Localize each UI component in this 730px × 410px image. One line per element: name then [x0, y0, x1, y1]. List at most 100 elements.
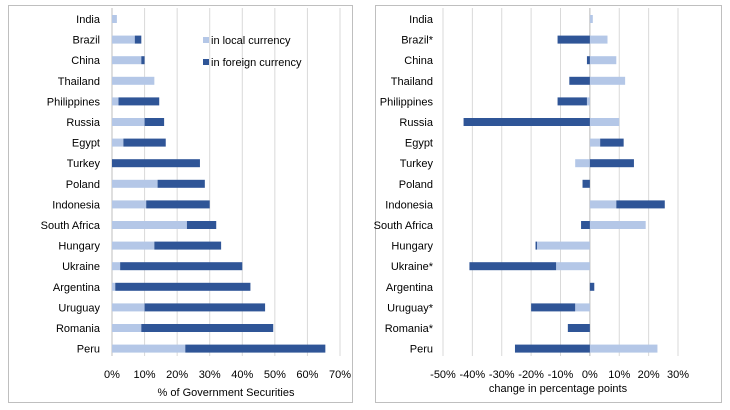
- category-label: Turkey: [400, 158, 434, 170]
- category-label: Brazil*: [401, 35, 434, 47]
- bar-foreign-currency: [567, 324, 590, 332]
- legend-label-foreign: in foreign currency: [211, 57, 302, 69]
- bar-foreign-currency: [185, 344, 326, 353]
- category-label: Hungary: [58, 241, 100, 253]
- bar-foreign-currency: [134, 35, 142, 44]
- bar-foreign-currency: [589, 282, 595, 291]
- bar-local-currency: [112, 262, 121, 271]
- category-label: Poland: [399, 179, 433, 191]
- category-label: Russia: [399, 117, 434, 129]
- category-label: Argentina: [53, 282, 101, 294]
- bar-local-currency: [112, 35, 135, 44]
- x-tick-label: 10%: [134, 369, 156, 381]
- category-label: Ukraine: [62, 261, 100, 273]
- x-tick-label: 20%: [638, 369, 660, 381]
- bar-local-currency: [112, 324, 142, 332]
- bar-local-currency: [112, 200, 147, 209]
- legend-swatch-foreign: [203, 59, 209, 65]
- category-label: Romania*: [385, 323, 434, 335]
- bar-foreign-currency: [144, 118, 165, 126]
- x-tick-label: 40%: [231, 369, 253, 381]
- bar-local-currency: [589, 15, 593, 23]
- category-label: Hungary: [391, 241, 433, 253]
- bar-foreign-currency: [557, 35, 590, 44]
- bar-foreign-currency: [514, 344, 590, 353]
- category-label: India: [409, 14, 434, 26]
- bar-foreign-currency: [463, 118, 590, 126]
- bar-local-currency: [537, 241, 590, 250]
- x-tick-label: 0%: [582, 369, 598, 381]
- x-tick-label: 0%: [104, 369, 120, 381]
- bar-local-currency: [556, 262, 590, 271]
- bar-local-currency: [112, 241, 155, 250]
- category-label: China: [404, 55, 434, 67]
- bar-local-currency: [112, 97, 119, 106]
- category-label: Egypt: [405, 138, 433, 150]
- bar-foreign-currency: [581, 221, 590, 229]
- bar-foreign-currency: [112, 159, 200, 168]
- bar-foreign-currency: [582, 179, 590, 188]
- x-tick-label: -20%: [518, 369, 544, 381]
- category-label: Peru: [410, 344, 433, 356]
- bar-local-currency: [112, 221, 187, 229]
- bar-foreign-currency: [141, 324, 274, 332]
- bar-local-currency: [589, 35, 608, 44]
- x-tick-label: -10%: [548, 369, 574, 381]
- left-x-axis-title: % of Government Securities: [158, 387, 295, 399]
- category-label: Russia: [66, 117, 101, 129]
- bar-foreign-currency: [146, 200, 210, 209]
- bar-local-currency: [112, 15, 117, 23]
- category-label: Romania: [56, 323, 101, 335]
- x-tick-label: 30%: [667, 369, 689, 381]
- x-tick-label: 20%: [166, 369, 188, 381]
- x-tick-label: 70%: [329, 369, 351, 381]
- bar-local-currency: [112, 138, 124, 147]
- x-tick-label: 30%: [199, 369, 221, 381]
- category-label: India: [76, 14, 101, 26]
- right-panel: -50% -40% -30% -20% -10% 0% 10% 20% 30% India Braz…: [374, 8, 689, 381]
- left-panel: 0% 10% 20% 30% 40% 50% 60% 70% India Brazil China T…: [41, 8, 351, 381]
- bar-local-currency: [112, 344, 186, 353]
- bar-foreign-currency: [531, 303, 576, 312]
- bar-foreign-currency: [118, 97, 160, 106]
- category-label: Indonesia: [52, 199, 101, 211]
- bar-local-currency: [589, 221, 646, 229]
- category-label: Peru: [77, 344, 100, 356]
- bar-foreign-currency: [157, 179, 205, 188]
- bar-local-currency: [575, 303, 590, 312]
- category-label: Brazil: [72, 35, 100, 47]
- bar-foreign-currency: [123, 138, 166, 147]
- category-label: Thailand: [58, 76, 100, 88]
- category-label: Poland: [66, 179, 100, 191]
- bar-local-currency: [575, 159, 590, 168]
- bar-local-currency: [589, 118, 620, 126]
- bar-local-currency: [112, 56, 142, 65]
- bar-local-currency: [589, 344, 658, 353]
- category-label: Philippines: [380, 96, 434, 108]
- right-panel-frame: [375, 5, 722, 403]
- bar-local-currency: [589, 138, 601, 147]
- left-panel-frame: [8, 5, 353, 403]
- category-label: Uruguay: [58, 302, 100, 314]
- bar-foreign-currency: [154, 241, 222, 250]
- bar-foreign-currency: [144, 303, 266, 312]
- x-tick-label: 60%: [296, 369, 318, 381]
- category-label: South Africa: [41, 220, 101, 232]
- bar-local-currency: [589, 56, 617, 65]
- bar-local-currency: [112, 179, 158, 188]
- bar-local-currency: [112, 76, 155, 85]
- bar-foreign-currency: [600, 138, 624, 147]
- right-x-axis-title: change in percentage points: [489, 383, 628, 395]
- legend-swatch-local: [203, 37, 209, 43]
- legend: in local currency in foreign currency: [203, 35, 302, 69]
- category-label: Egypt: [72, 138, 100, 150]
- bar-local-currency: [112, 282, 116, 291]
- bar-local-currency: [586, 97, 590, 106]
- x-tick-label: 10%: [608, 369, 630, 381]
- category-label: Turkey: [67, 158, 101, 170]
- bar-foreign-currency: [141, 56, 145, 65]
- x-tick-label: -50%: [430, 369, 456, 381]
- bar-local-currency: [589, 76, 626, 85]
